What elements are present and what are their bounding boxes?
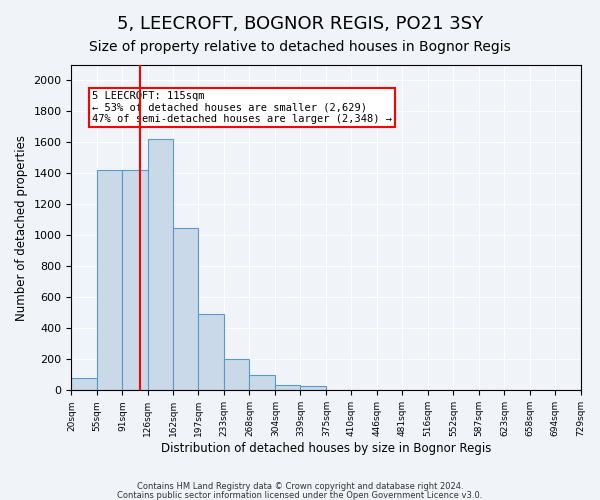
Y-axis label: Number of detached properties: Number of detached properties (15, 134, 28, 320)
Bar (97, 170, 122, 390)
Text: Contains HM Land Registry data © Crown copyright and database right 2024.: Contains HM Land Registry data © Crown c… (137, 482, 463, 491)
Text: Size of property relative to detached houses in Bognor Regis: Size of property relative to detached ho… (89, 40, 511, 54)
Bar (71, 378, 97, 390)
Bar (275, 385, 301, 390)
Bar (250, 375, 275, 390)
Text: 5 LEECROFT: 115sqm
← 53% of detached houses are smaller (2,629)
47% of semi-deta: 5 LEECROFT: 115sqm ← 53% of detached hou… (92, 91, 392, 124)
Bar (224, 360, 250, 390)
Bar (148, 140, 173, 390)
Text: 5, LEECROFT, BOGNOR REGIS, PO21 3SY: 5, LEECROFT, BOGNOR REGIS, PO21 3SY (117, 15, 483, 33)
Bar (301, 386, 326, 390)
Bar (173, 228, 199, 390)
X-axis label: Distribution of detached houses by size in Bognor Regis: Distribution of detached houses by size … (161, 442, 491, 455)
Bar (122, 170, 148, 390)
Bar (199, 314, 224, 390)
Text: Contains public sector information licensed under the Open Government Licence v3: Contains public sector information licen… (118, 490, 482, 500)
